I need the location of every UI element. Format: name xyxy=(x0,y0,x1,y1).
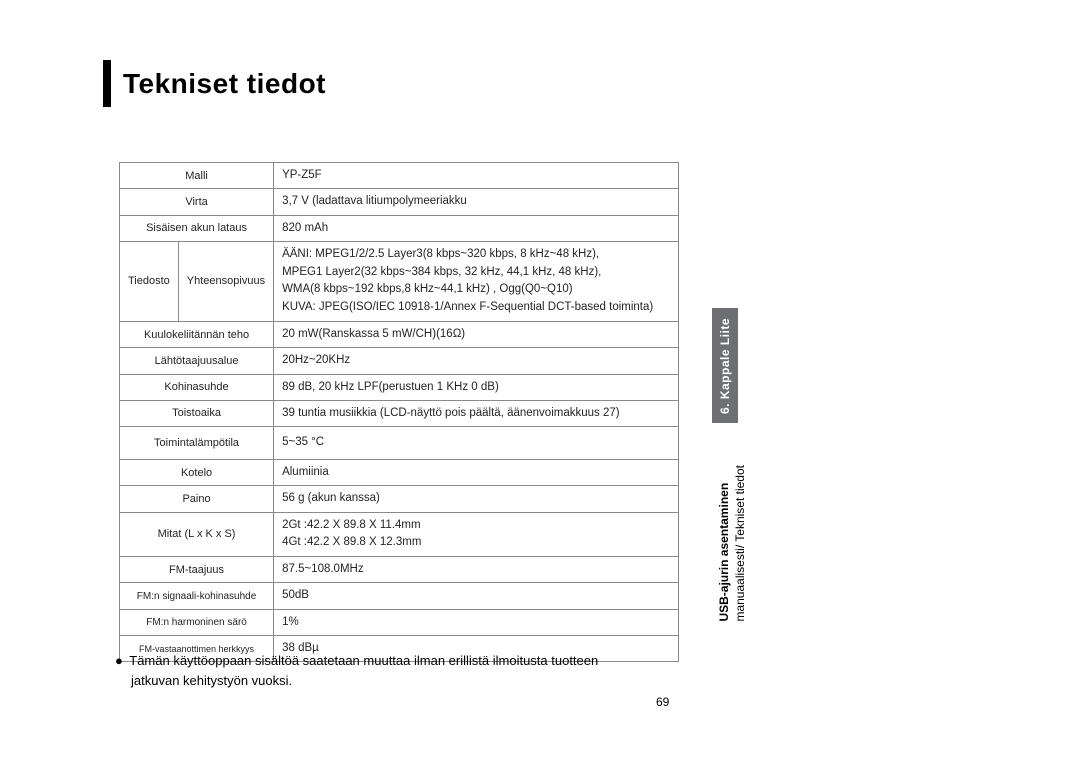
spec-value: 20Hz~20KHz xyxy=(274,348,679,374)
footer-note-line1: Tämän käyttöoppaan sisältöä saatetaan mu… xyxy=(129,653,598,668)
spec-group-label: Tiedosto xyxy=(120,241,179,321)
spec-value-line: 2Gt :42.2 X 89.8 X 11.4mm xyxy=(282,519,421,531)
spec-label: Toistoaika xyxy=(120,400,274,426)
table-row: FM:n signaali-kohinasuhde 50dB xyxy=(120,583,679,609)
spec-value: 39 tuntia musiikkia (LCD-näyttö pois pää… xyxy=(274,400,679,426)
table-row: Virta 3,7 V (ladattava litiumpolymeeriak… xyxy=(120,189,679,215)
spec-value: Alumiinia xyxy=(274,460,679,486)
spec-value: 820 mAh xyxy=(274,215,679,241)
chapter-tab: 6. Kappale Liite xyxy=(712,308,738,423)
spec-value-line: KUVA: JPEG(ISO/IEC 10918-1/Annex F-Seque… xyxy=(282,301,653,313)
title-block: Tekniset tiedot xyxy=(103,60,326,107)
title-accent-bar xyxy=(103,60,111,107)
spec-label: FM-taajuus xyxy=(120,557,274,583)
spec-value: ÄÄNI: MPEG1/2/2.5 Layer3(8 kbps~320 kbps… xyxy=(274,241,679,321)
page: Tekniset tiedot Malli YP-Z5F Virta 3,7 V… xyxy=(0,0,1080,763)
table-row: Mitat (L x K x S) 2Gt :42.2 X 89.8 X 11.… xyxy=(120,512,679,557)
table-row: FM:n harmoninen särö 1% xyxy=(120,609,679,635)
bullet-icon: ● xyxy=(115,651,123,671)
table-row: FM-taajuus 87.5~108.0MHz xyxy=(120,557,679,583)
spec-value-line: WMA(8 kbps~192 kbps,8 kHz~44,1 kHz) , Og… xyxy=(282,283,573,295)
spec-value: 2Gt :42.2 X 89.8 X 11.4mm 4Gt :42.2 X 89… xyxy=(274,512,679,557)
table-row: Malli YP-Z5F xyxy=(120,163,679,189)
page-number: 69 xyxy=(656,695,669,709)
table-row: Sisäisen akun lataus 820 mAh xyxy=(120,215,679,241)
spec-value: 56 g (akun kanssa) xyxy=(274,486,679,512)
spec-label: Virta xyxy=(120,189,274,215)
spec-value: 50dB xyxy=(274,583,679,609)
spec-value: 3,7 V (ladattava litiumpolymeeriakku xyxy=(274,189,679,215)
side-breadcrumb-line2: manuaalisesti/ Tekniset tiedot xyxy=(733,465,747,622)
footer-note: ● Tämän käyttöoppaan sisältöä saatetaan … xyxy=(115,651,705,691)
table-row: Toistoaika 39 tuntia musiikkia (LCD-näyt… xyxy=(120,400,679,426)
footer-note-line2: jatkuvan kehitystyön vuoksi. xyxy=(131,671,292,691)
table-row: Tiedosto Yhteensopivuus ÄÄNI: MPEG1/2/2.… xyxy=(120,241,679,321)
table-row: Kuulokeliitännän teho 20 mW(Ranskassa 5 … xyxy=(120,322,679,348)
spec-label: Sisäisen akun lataus xyxy=(120,215,274,241)
spec-label: Kuulokeliitännän teho xyxy=(120,322,274,348)
side-breadcrumb-line1: USB-ajurin asentaminen xyxy=(717,483,731,622)
spec-label: Mitat (L x K x S) xyxy=(120,512,274,557)
page-title: Tekniset tiedot xyxy=(123,68,326,100)
spec-value: 87.5~108.0MHz xyxy=(274,557,679,583)
spec-label: FM:n signaali-kohinasuhde xyxy=(120,583,274,609)
side-breadcrumb: USB-ajurin asentaminen manuaalisesti/ Te… xyxy=(716,465,748,622)
spec-label: Kohinasuhde xyxy=(120,374,274,400)
specs-table-area: Malli YP-Z5F Virta 3,7 V (ladattava liti… xyxy=(119,162,679,662)
table-row: Paino 56 g (akun kanssa) xyxy=(120,486,679,512)
spec-value: YP-Z5F xyxy=(274,163,679,189)
spec-label: FM:n harmoninen särö xyxy=(120,609,274,635)
table-row: Lähtötaajuusalue 20Hz~20KHz xyxy=(120,348,679,374)
specs-table: Malli YP-Z5F Virta 3,7 V (ladattava liti… xyxy=(119,162,679,662)
spec-value: 5~35 °C xyxy=(274,427,679,460)
spec-label: Lähtötaajuusalue xyxy=(120,348,274,374)
spec-inner-label: Yhteensopivuus xyxy=(178,241,273,321)
spec-value-line: 4Gt :42.2 X 89.8 X 12.3mm xyxy=(282,536,421,548)
spec-value: 1% xyxy=(274,609,679,635)
spec-value: 89 dB, 20 kHz LPF(perustuen 1 KHz 0 dB) xyxy=(274,374,679,400)
spec-label: Paino xyxy=(120,486,274,512)
table-row: Kohinasuhde 89 dB, 20 kHz LPF(perustuen … xyxy=(120,374,679,400)
spec-value: 20 mW(Ranskassa 5 mW/CH)(16Ω) xyxy=(274,322,679,348)
table-row: Toimintalämpötila 5~35 °C xyxy=(120,427,679,460)
spec-value-line: MPEG1 Layer2(32 kbps~384 kbps, 32 kHz, 4… xyxy=(282,266,601,278)
spec-label: Malli xyxy=(120,163,274,189)
spec-label: Toimintalämpötila xyxy=(120,427,274,460)
table-row: Kotelo Alumiinia xyxy=(120,460,679,486)
spec-value-line: ÄÄNI: MPEG1/2/2.5 Layer3(8 kbps~320 kbps… xyxy=(282,248,599,260)
spec-label: Kotelo xyxy=(120,460,274,486)
